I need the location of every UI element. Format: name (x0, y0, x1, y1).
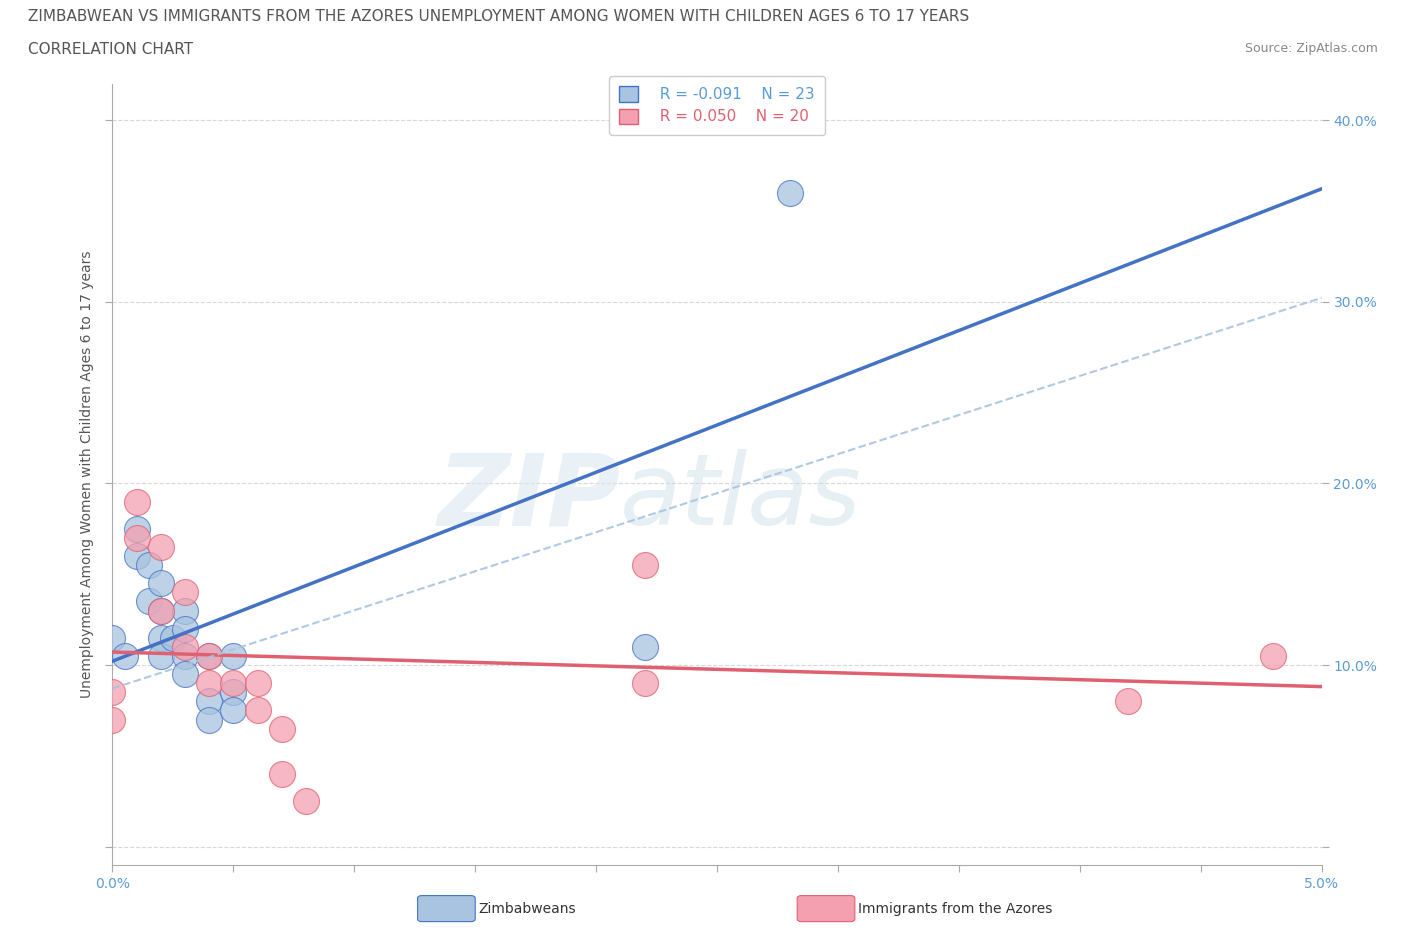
Text: ZIP: ZIP (437, 449, 620, 546)
Point (633, 676, 655, 691)
Point (138, 558, 160, 573)
Point (198, 694, 221, 709)
Point (101, 712, 124, 727)
Legend:   R = -0.091    N = 23,   R = 0.050    N = 20: R = -0.091 N = 23, R = 0.050 N = 20 (609, 75, 825, 135)
Point (198, 648, 221, 663)
Point (174, 640, 197, 655)
Point (174, 667, 197, 682)
Point (138, 594, 160, 609)
Point (125, 494, 148, 509)
Point (162, 631, 184, 645)
Text: ZIMBABWEAN VS IMMIGRANTS FROM THE AZORES UNEMPLOYMENT AMONG WOMEN WITH CHILDREN : ZIMBABWEAN VS IMMIGRANTS FROM THE AZORES… (28, 9, 969, 24)
Point (125, 522, 148, 537)
Y-axis label: Unemployment Among Women with Children Ages 6 to 17 years: Unemployment Among Women with Children A… (80, 250, 94, 698)
Point (174, 621, 197, 636)
Point (101, 684, 124, 699)
Point (198, 712, 221, 727)
Point (222, 703, 245, 718)
Point (222, 684, 245, 699)
Point (149, 604, 172, 618)
Point (246, 676, 269, 691)
Point (198, 648, 221, 663)
Point (125, 530, 148, 545)
Point (174, 604, 197, 618)
Text: CORRELATION CHART: CORRELATION CHART (28, 42, 193, 57)
Text: Immigrants from the Azores: Immigrants from the Azores (858, 901, 1052, 916)
Point (1116, 694, 1139, 709)
Point (149, 631, 172, 645)
Text: Zimbabweans: Zimbabweans (478, 901, 575, 916)
Point (633, 558, 655, 573)
Text: atlas: atlas (620, 449, 862, 546)
Point (149, 648, 172, 663)
Point (246, 703, 269, 718)
Point (149, 539, 172, 554)
Point (101, 631, 124, 645)
Point (633, 640, 655, 655)
Point (222, 676, 245, 691)
Point (270, 766, 292, 781)
Point (114, 648, 136, 663)
Point (1263, 648, 1285, 663)
Text: Source: ZipAtlas.com: Source: ZipAtlas.com (1244, 42, 1378, 55)
Point (222, 648, 245, 663)
Point (149, 604, 172, 618)
Point (174, 585, 197, 600)
Point (270, 721, 292, 736)
Point (149, 576, 172, 591)
Point (198, 676, 221, 691)
Point (295, 794, 318, 809)
Point (125, 549, 148, 564)
Point (779, 185, 801, 200)
Point (174, 648, 197, 663)
